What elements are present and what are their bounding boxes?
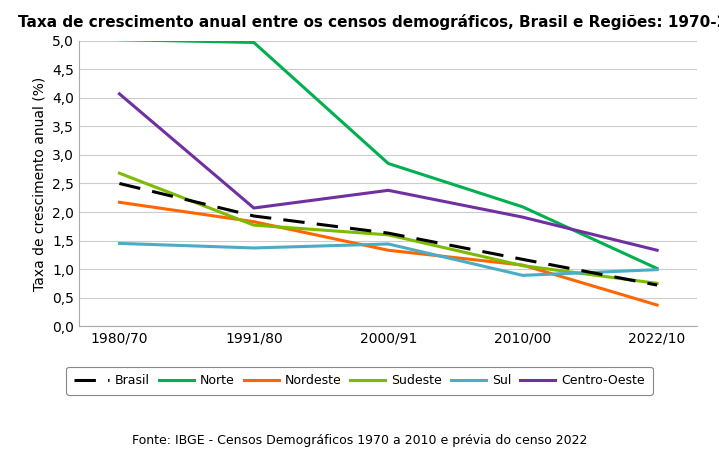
- Legend: Brasil, Norte, Nordeste, Sudeste, Sul, Centro-Oeste: Brasil, Norte, Nordeste, Sudeste, Sul, C…: [66, 366, 653, 395]
- Text: Fonte: IBGE - Censos Demográficos 1970 a 2010 e prévia do censo 2022: Fonte: IBGE - Censos Demográficos 1970 a…: [132, 434, 587, 447]
- Y-axis label: Taxa de crescimento anual (%): Taxa de crescimento anual (%): [32, 77, 47, 290]
- Title: Taxa de crescimento anual entre os censos demográficos, Brasil e Regiões: 1970-2: Taxa de crescimento anual entre os censo…: [17, 14, 719, 30]
